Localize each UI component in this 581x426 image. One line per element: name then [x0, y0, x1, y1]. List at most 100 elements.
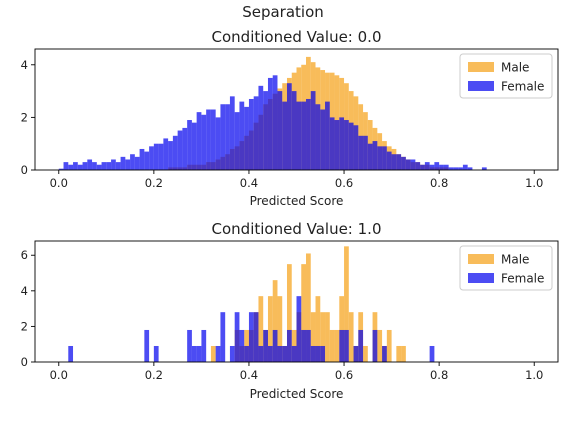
histogram-bar [301, 264, 306, 362]
histogram-bar [258, 345, 264, 362]
histogram-bar [334, 329, 340, 362]
x-tick-label: 0.4 [240, 176, 258, 190]
histogram-bar [206, 109, 211, 170]
histogram-bar [291, 345, 297, 362]
x-tick-label: 0.8 [430, 176, 448, 190]
histogram-bar [286, 329, 292, 362]
histogram-bar [225, 104, 230, 170]
histogram-bar [106, 162, 112, 170]
histogram-panel-top: Conditioned Value: 0.0 0.0 0.2 0.4 0.6 0.8 1.0… [21, 28, 559, 208]
histogram-bar [73, 162, 78, 170]
histogram-bar [153, 345, 159, 362]
histogram-bar [396, 345, 402, 362]
histogram-bar [310, 91, 316, 170]
histogram-bar [187, 329, 192, 362]
histogram-bar [244, 329, 249, 362]
histogram-bar [277, 345, 283, 362]
histogram-bar [415, 162, 421, 170]
histogram-bar [210, 109, 216, 170]
histogram-bar [244, 345, 249, 362]
histogram-bar [367, 143, 373, 170]
histogram-bar [201, 114, 207, 170]
histogram-bar [229, 96, 235, 170]
histogram-bar [168, 141, 173, 170]
histogram-bar [372, 141, 378, 170]
histogram-bar [77, 164, 83, 170]
histogram-bar [58, 168, 64, 170]
histogram-bar [267, 345, 273, 362]
histogram-bar [344, 246, 349, 362]
y-tick-label: 2 [21, 319, 28, 333]
histogram-bar [248, 98, 254, 170]
x-tick-label: 0.6 [335, 176, 353, 190]
histogram-bar [325, 101, 330, 170]
histogram-bar [306, 329, 311, 362]
histogram-bar [291, 91, 297, 170]
histogram-bar [201, 329, 207, 362]
histogram-bar [420, 164, 425, 170]
y-tick-label: 0 [21, 163, 28, 177]
histogram-bar [467, 167, 473, 170]
histogram-bar [244, 106, 249, 170]
histogram-bar [329, 329, 335, 362]
series-female [58, 75, 487, 170]
x-axis-label: Predicted Score [250, 194, 344, 208]
histogram-bar [286, 264, 292, 362]
histogram-bar [139, 148, 145, 170]
histogram-bar [234, 112, 240, 170]
histogram-bar [263, 329, 268, 362]
histogram-bar [134, 156, 140, 170]
legend-label-male: Male [501, 61, 529, 75]
histogram-bar [462, 164, 468, 170]
histogram-bar [410, 159, 416, 170]
histogram-bar [386, 151, 392, 170]
histogram-bar [210, 345, 216, 362]
histogram-bar [310, 345, 316, 362]
histogram-bar [453, 167, 459, 170]
histogram-bar [149, 146, 154, 170]
histogram-bar [401, 345, 406, 362]
histogram-bar [111, 159, 116, 170]
legend-swatch-female [468, 273, 494, 283]
histogram-bar [353, 345, 359, 362]
histogram-bar [282, 101, 287, 170]
histogram-bar [382, 146, 387, 170]
histogram-bar [458, 167, 463, 170]
histogram-bar [220, 312, 226, 362]
histogram-bar [429, 164, 435, 170]
histogram-bar [191, 122, 197, 170]
histogram-bar [187, 120, 192, 170]
histogram-bar [282, 345, 287, 362]
x-tick-label: 1.0 [525, 368, 543, 382]
histogram-bar [277, 91, 283, 170]
legend-swatch-male [468, 254, 494, 264]
histogram-bar [115, 162, 121, 170]
histogram-bar [481, 167, 487, 170]
histogram-bar [177, 130, 183, 170]
histogram-bar [63, 162, 69, 170]
histogram-bar [101, 162, 107, 170]
chart-title: Conditioned Value: 0.0 [212, 28, 382, 46]
axes-frame [34, 48, 559, 171]
histogram-bar [272, 75, 278, 170]
axes-frame [34, 240, 559, 363]
x-tick-label: 0.6 [335, 368, 353, 382]
histogram-bar [448, 167, 454, 170]
y-tick-label: 4 [21, 284, 28, 298]
histogram-bar [215, 345, 221, 362]
histogram-bar [258, 296, 264, 362]
histogram-bar [96, 164, 102, 170]
x-tick-label: 0.2 [145, 368, 163, 382]
histogram-bar [125, 159, 131, 170]
histogram-bar [348, 312, 354, 362]
histogram-panel-bottom: Conditioned Value: 1.0 0.0 0.2 0.4 0.6 0.8 1.0… [21, 220, 559, 401]
histogram-bar [158, 143, 164, 170]
histogram-bar [92, 162, 97, 170]
legend-label-female: Female [501, 272, 544, 286]
histogram-bar [391, 154, 397, 170]
histogram-bar [372, 329, 378, 362]
histogram-bar [401, 156, 406, 170]
histogram-bar [339, 329, 345, 362]
